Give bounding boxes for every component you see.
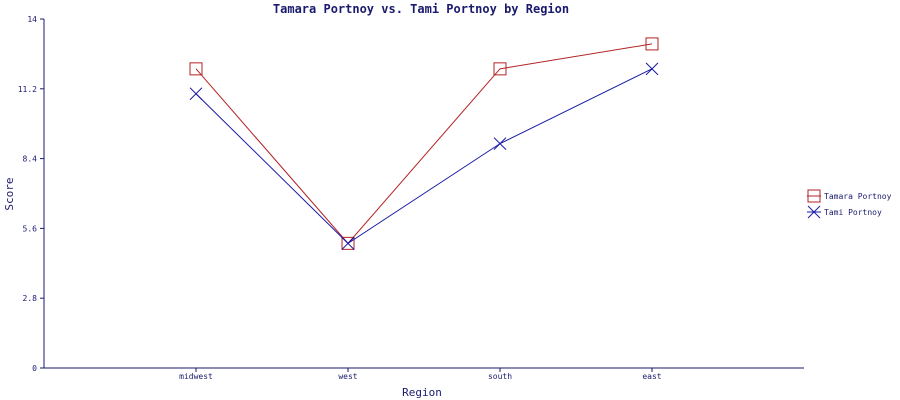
series-1-point: [493, 137, 507, 150]
legend-marker: [807, 189, 821, 203]
x-tick-label: east: [642, 372, 661, 381]
x-axis-ticks: midwest west south east: [179, 368, 662, 381]
series-layer: [189, 37, 659, 250]
y-tick-label: 5.6: [23, 224, 38, 233]
series-line-1: [195, 68, 653, 244]
legend-marker: [807, 205, 821, 219]
y-axis-label: Score: [3, 177, 16, 210]
y-tick-label: 2.8: [23, 294, 38, 303]
chart-title: Tamara Portnoy vs. Tami Portnoy by Regio…: [273, 2, 569, 16]
series-line-0: [195, 43, 653, 245]
y-tick-label: 14: [27, 15, 37, 24]
x-axis-label: Region: [402, 386, 442, 399]
series-0-point: [493, 62, 507, 76]
legend-label: Tami Portnoy: [824, 208, 882, 217]
series-0-point: [189, 62, 203, 76]
legend-label: Tamara Portnoy: [824, 192, 892, 201]
series-1-point: [341, 237, 355, 250]
legend: Tamara Portnoy Tami Portnoy: [807, 189, 892, 219]
y-tick-label: 0: [32, 364, 37, 373]
x-tick-label: south: [488, 372, 512, 381]
x-tick-label: west: [338, 372, 357, 381]
series-1-point: [189, 87, 203, 101]
series-0-point: [645, 37, 659, 51]
series-0-point: [341, 236, 355, 250]
y-axis-ticks: 0 2.8 5.6 8.4 11.2 14: [18, 15, 44, 373]
series-1-point: [645, 62, 659, 76]
x-tick-label: midwest: [179, 372, 213, 381]
y-tick-label: 11.2: [18, 85, 37, 94]
y-tick-label: 8.4: [23, 155, 38, 164]
